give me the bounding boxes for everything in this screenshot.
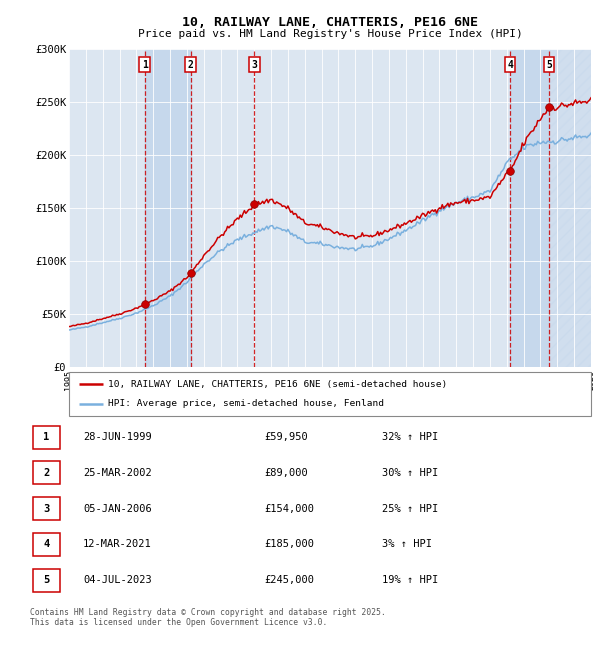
Text: £59,950: £59,950 [265,432,308,442]
Text: 2: 2 [43,468,49,478]
Text: 3% ↑ HPI: 3% ↑ HPI [382,540,431,549]
FancyBboxPatch shape [33,569,59,592]
Bar [510,49,549,367]
Text: 25% ↑ HPI: 25% ↑ HPI [382,504,438,514]
Text: 04-JUL-2023: 04-JUL-2023 [83,575,152,585]
FancyBboxPatch shape [33,533,59,556]
Text: 1: 1 [43,432,49,442]
Text: £154,000: £154,000 [265,504,314,514]
Text: 32% ↑ HPI: 32% ↑ HPI [382,432,438,442]
Text: £245,000: £245,000 [265,575,314,585]
Text: 4: 4 [43,540,49,549]
Text: £185,000: £185,000 [265,540,314,549]
Text: 3: 3 [43,504,49,514]
Text: 5: 5 [546,60,552,70]
Text: 10, RAILWAY LANE, CHATTERIS, PE16 6NE: 10, RAILWAY LANE, CHATTERIS, PE16 6NE [182,16,478,29]
Text: 10, RAILWAY LANE, CHATTERIS, PE16 6NE (semi-detached house): 10, RAILWAY LANE, CHATTERIS, PE16 6NE (s… [108,380,448,389]
FancyBboxPatch shape [33,497,59,520]
Text: 28-JUN-1999: 28-JUN-1999 [83,432,152,442]
Text: Contains HM Land Registry data © Crown copyright and database right 2025.
This d: Contains HM Land Registry data © Crown c… [30,608,386,627]
Text: 5: 5 [43,575,49,585]
Text: 12-MAR-2021: 12-MAR-2021 [83,540,152,549]
FancyBboxPatch shape [33,426,59,448]
Text: 05-JAN-2006: 05-JAN-2006 [83,504,152,514]
Text: 4: 4 [507,60,513,70]
FancyBboxPatch shape [33,462,59,484]
Text: £89,000: £89,000 [265,468,308,478]
Text: 30% ↑ HPI: 30% ↑ HPI [382,468,438,478]
Text: 3: 3 [251,60,257,70]
FancyBboxPatch shape [69,372,591,416]
Bar [549,49,591,367]
Text: 19% ↑ HPI: 19% ↑ HPI [382,575,438,585]
Text: Price paid vs. HM Land Registry's House Price Index (HPI): Price paid vs. HM Land Registry's House … [137,29,523,38]
Text: 2: 2 [188,60,194,70]
Bar [145,49,191,367]
Text: 25-MAR-2002: 25-MAR-2002 [83,468,152,478]
Text: 1: 1 [142,60,148,70]
Text: HPI: Average price, semi-detached house, Fenland: HPI: Average price, semi-detached house,… [108,399,384,408]
